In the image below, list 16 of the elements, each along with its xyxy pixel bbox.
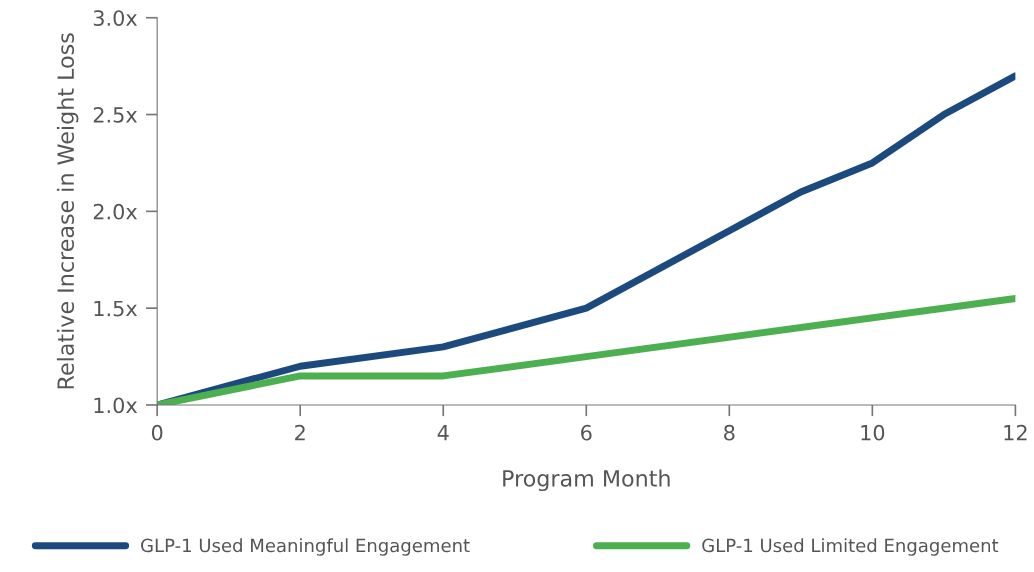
y-tick-label: 2.0x: [93, 203, 138, 220]
legend-label: GLP-1 Used Limited Engagement: [702, 538, 999, 556]
x-tick-label: 10: [861, 424, 885, 441]
y-axis-title: Relative Increase in Weight Loss: [56, 33, 79, 389]
y-tick-label: 3.0x: [93, 10, 138, 26]
y-tick-label: 1.5x: [94, 300, 138, 317]
x-tick-label: 4: [437, 425, 449, 441]
x-tick-label: 12: [1004, 424, 1027, 441]
x-axis-title: Program Month: [503, 469, 670, 492]
x-tick-label: 8: [724, 424, 735, 441]
x-tick-label: 2: [295, 424, 305, 441]
y-tick-label: 2.5x: [93, 107, 138, 123]
x-tick-label: 0: [151, 424, 163, 441]
y-tick-label: 1.0x: [94, 397, 138, 414]
legend-label: GLP-1 Used Meaningful Engagement: [141, 538, 470, 556]
x-tick-label: 6: [581, 424, 592, 441]
